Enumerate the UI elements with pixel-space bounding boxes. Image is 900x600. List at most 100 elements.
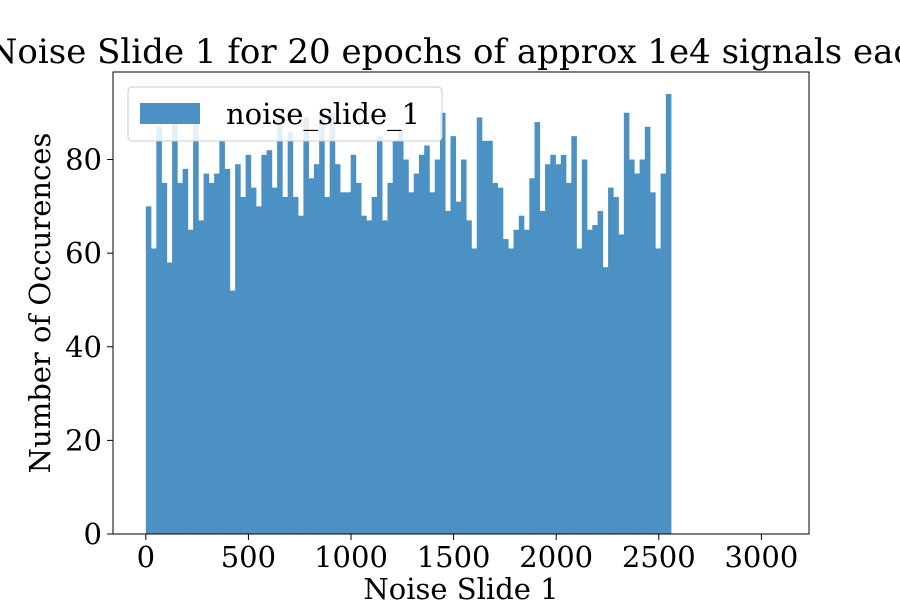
histogram-bar	[240, 196, 246, 535]
histogram-bar	[392, 140, 399, 534]
histogram-bar	[492, 182, 499, 534]
histogram-bar	[634, 173, 640, 534]
x-tick-label: 2500	[622, 540, 696, 574]
histogram-bar	[208, 182, 215, 534]
y-tick-label: 80	[65, 143, 102, 177]
histogram-bar	[298, 215, 304, 534]
histogram-bar	[508, 248, 514, 534]
histogram-bar	[429, 192, 436, 535]
histogram-bar	[308, 178, 315, 534]
histogram-bar	[266, 150, 273, 535]
legend-box	[127, 86, 443, 142]
histogram-bar	[277, 117, 283, 535]
y-axis-ticks: 0 20 40 60 80	[65, 143, 113, 551]
histogram-bar	[245, 154, 252, 534]
histogram-bar	[303, 117, 309, 535]
histogram-bar	[524, 229, 530, 535]
histogram-bar	[566, 182, 572, 534]
histogram-bar	[287, 131, 294, 534]
histogram-bar	[271, 187, 278, 534]
histogram-bar	[193, 117, 199, 535]
histogram-bar	[602, 267, 609, 534]
histogram-bar	[182, 168, 189, 534]
histogram-bar	[639, 159, 646, 534]
histogram-bar	[366, 220, 372, 534]
histogram-bar	[350, 154, 357, 534]
histogram-bar	[334, 164, 341, 534]
y-axis-label: Number of Occurences	[23, 133, 57, 474]
histogram-bar	[455, 201, 462, 534]
histogram-bar	[403, 159, 409, 534]
histogram-bar	[487, 140, 493, 534]
legend-label: noise_slide_1	[226, 97, 420, 132]
x-tick-label: 1000	[314, 540, 388, 574]
histogram-bar	[445, 211, 451, 534]
histogram-bar	[497, 187, 504, 534]
x-axis-ticks: 0 500 1000 1500 2000 2500 3000	[137, 534, 798, 574]
histogram-bar	[518, 215, 525, 534]
histogram-bar	[576, 248, 583, 534]
y-tick-label: 0	[84, 517, 102, 551]
x-tick-label: 3000	[724, 540, 798, 574]
histogram-bar	[439, 112, 446, 534]
histogram-bar	[229, 290, 236, 534]
histogram-bar	[466, 220, 472, 534]
histogram-bar	[214, 173, 220, 534]
histogram-bar	[513, 229, 520, 535]
histogram-bar	[161, 182, 168, 534]
histogram-bar	[539, 211, 546, 534]
histogram-bar	[655, 248, 661, 534]
histogram-bars	[145, 94, 672, 535]
histogram-bar	[261, 154, 267, 534]
histogram-bar	[203, 173, 210, 534]
histogram-bar	[361, 215, 367, 534]
histogram-bar	[313, 164, 320, 534]
y-tick-label: 40	[65, 330, 102, 364]
histogram-bar	[650, 192, 656, 535]
histogram-bar	[345, 192, 351, 535]
histogram-bar	[418, 154, 425, 534]
histogram-bar	[151, 248, 157, 534]
histogram-bar	[613, 196, 619, 535]
x-axis-label: Noise Slide 1	[363, 572, 558, 600]
y-tick-label: 60	[65, 236, 102, 270]
histogram-bar	[476, 117, 483, 535]
histogram-bar	[608, 187, 614, 534]
histogram-bar	[623, 112, 630, 534]
histogram-bar	[324, 196, 330, 535]
histogram-bar	[450, 136, 457, 534]
histogram-bar	[198, 220, 204, 534]
histogram-bar	[319, 112, 325, 534]
histogram-bar	[156, 126, 162, 535]
histogram-bar	[177, 182, 183, 534]
histogram-bar	[597, 211, 604, 534]
histogram-bar	[187, 229, 194, 535]
histogram-bar	[660, 173, 667, 534]
histogram-bar	[587, 229, 593, 535]
histogram-bar	[166, 262, 173, 534]
histogram-bar	[424, 145, 430, 535]
histogram-bar	[629, 159, 635, 534]
histogram-bar	[387, 182, 394, 534]
histogram-bar	[529, 178, 535, 534]
histogram-bar	[219, 140, 225, 534]
histogram-bar	[434, 159, 441, 534]
histogram-bar	[534, 122, 541, 534]
histogram-bar	[282, 196, 288, 535]
legend: noise_slide_1	[127, 86, 443, 142]
histogram-bar	[571, 136, 577, 534]
histogram-bar	[172, 117, 178, 535]
histogram-bar	[592, 225, 598, 534]
histogram-bar	[550, 154, 556, 534]
histogram-bar	[145, 206, 152, 534]
histogram-bar	[618, 234, 625, 534]
histogram-bar	[408, 192, 415, 535]
histogram-bar	[292, 196, 299, 535]
histogram-bar	[235, 164, 241, 534]
histogram-bar	[355, 182, 362, 534]
histogram-bar	[413, 173, 420, 534]
histogram-bar	[560, 154, 567, 534]
histogram-bar	[256, 206, 262, 534]
plot-frame	[112, 71, 810, 535]
